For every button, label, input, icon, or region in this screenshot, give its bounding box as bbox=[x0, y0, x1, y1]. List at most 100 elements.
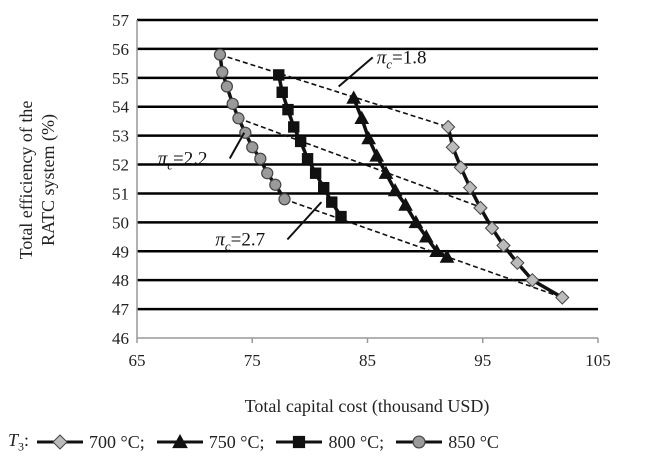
series-diamond bbox=[440, 119, 570, 305]
data-point bbox=[453, 160, 469, 175]
pressure-ratio-line bbox=[238, 117, 484, 209]
data-point bbox=[213, 48, 227, 61]
data-point bbox=[301, 153, 314, 165]
data-point bbox=[429, 243, 444, 257]
series-triangle bbox=[346, 90, 455, 263]
data-point bbox=[418, 229, 434, 243]
data-point bbox=[261, 167, 274, 180]
chart: πc=1.8 πc=2.2 πc=2.7 46 47 48 49 50 51 52 53 54 55 5… bbox=[16, 11, 611, 417]
data-point bbox=[496, 238, 511, 253]
y-axis-title-line-2: RATC system (%) bbox=[38, 114, 59, 246]
legend-marker bbox=[52, 434, 68, 450]
legend-marker bbox=[293, 435, 306, 449]
data-point bbox=[278, 193, 291, 206]
data-point bbox=[484, 220, 500, 236]
data-point bbox=[555, 290, 570, 305]
legend-item-750: 750 °C; bbox=[155, 431, 265, 453]
triangle-marker-icon bbox=[156, 433, 203, 449]
legend-item-800: 800 °C; bbox=[274, 432, 384, 453]
data-point bbox=[276, 86, 288, 98]
data-point bbox=[473, 200, 488, 216]
x-tick-label: 85 bbox=[359, 351, 376, 370]
data-point bbox=[346, 90, 362, 104]
y-tick-label: 48 bbox=[112, 271, 129, 290]
y-axis-title: Total efficiency of the RATC system (%) bbox=[16, 101, 59, 260]
y-tick-label: 57 bbox=[112, 11, 130, 30]
data-point bbox=[288, 121, 300, 133]
axes bbox=[136, 20, 599, 343]
data-point bbox=[216, 65, 229, 79]
data-point bbox=[445, 139, 460, 155]
y-tick-label: 46 bbox=[112, 329, 129, 348]
data-point bbox=[269, 178, 282, 191]
y-tick-label: 49 bbox=[112, 242, 129, 261]
data-point bbox=[361, 130, 377, 145]
legend-prefix: T3: bbox=[8, 429, 30, 454]
data-point bbox=[335, 210, 347, 223]
data-point bbox=[220, 80, 234, 93]
data-point bbox=[408, 214, 424, 229]
series-line bbox=[446, 126, 564, 300]
data-point bbox=[439, 249, 455, 263]
data-point bbox=[294, 135, 307, 148]
tick-labels: 46 47 48 49 50 51 52 53 54 55 56 57 65 75 85 95 105 bbox=[112, 11, 611, 370]
legend-item-700: 700 °C; bbox=[35, 432, 145, 453]
diamond-marker-icon bbox=[37, 434, 84, 450]
square-marker-icon bbox=[276, 435, 323, 449]
pressure-ratio-lines bbox=[219, 53, 563, 299]
circle-marker-icon bbox=[396, 435, 443, 449]
legend-marker bbox=[171, 433, 188, 449]
data-point bbox=[326, 196, 338, 208]
y-tick-label: 56 bbox=[112, 40, 129, 59]
data-point bbox=[318, 181, 330, 194]
series-square bbox=[273, 69, 347, 223]
y-tick-label: 53 bbox=[112, 127, 129, 146]
annotation-label: πc=1.8 bbox=[377, 47, 427, 71]
data-point bbox=[398, 197, 413, 211]
data-point bbox=[254, 152, 267, 165]
data-point bbox=[232, 112, 245, 125]
series-circle bbox=[213, 48, 291, 206]
x-tick-label: 75 bbox=[244, 351, 261, 370]
legend-label: 700 °C; bbox=[89, 431, 145, 452]
data-point bbox=[387, 183, 403, 197]
annotation-label: πc=2.7 bbox=[215, 229, 265, 253]
x-axis-title: Total capital cost (thousand USD) bbox=[245, 396, 490, 417]
legend-label: 800 °C; bbox=[328, 431, 385, 452]
data-point bbox=[273, 69, 285, 81]
data-point bbox=[378, 165, 394, 179]
legend-label: 850 °C bbox=[448, 431, 499, 452]
x-tick-label: 95 bbox=[474, 351, 491, 370]
x-tick-label: 65 bbox=[129, 351, 146, 370]
data-point bbox=[309, 167, 322, 179]
data-point bbox=[510, 255, 525, 271]
data-point bbox=[246, 141, 259, 154]
data-point bbox=[462, 180, 478, 195]
y-axis-title-line-1: Total efficiency of the bbox=[16, 101, 36, 260]
y-tick-label: 52 bbox=[112, 156, 129, 175]
x-tick-label: 105 bbox=[585, 351, 611, 370]
y-tick-label: 55 bbox=[112, 69, 129, 88]
legend-item-850: 850 °C bbox=[394, 432, 499, 453]
series-group bbox=[213, 48, 570, 305]
data-point bbox=[525, 272, 540, 288]
y-tick-label: 47 bbox=[112, 300, 130, 319]
legend-label: 750 °C; bbox=[208, 431, 265, 452]
series-line bbox=[277, 74, 343, 218]
annotation-arrow bbox=[228, 132, 246, 160]
data-point bbox=[282, 103, 294, 116]
annotation-label: πc=2.2 bbox=[158, 149, 208, 173]
legend: T3: 700 °C; 750 °C; 800 °C; 850 °C bbox=[8, 428, 509, 456]
annotations: πc=1.8 πc=2.2 πc=2.7 bbox=[158, 47, 427, 253]
data-point bbox=[369, 148, 385, 162]
gridlines bbox=[137, 18, 598, 311]
annotation-arrow bbox=[286, 201, 323, 241]
data-point bbox=[226, 97, 239, 110]
legend-marker bbox=[412, 435, 426, 449]
y-tick-label: 50 bbox=[112, 213, 129, 232]
data-point bbox=[440, 119, 456, 135]
data-point bbox=[354, 110, 370, 124]
annotation-arrow bbox=[338, 56, 374, 88]
pressure-ratio-line bbox=[284, 198, 563, 299]
y-tick-label: 54 bbox=[112, 98, 130, 117]
